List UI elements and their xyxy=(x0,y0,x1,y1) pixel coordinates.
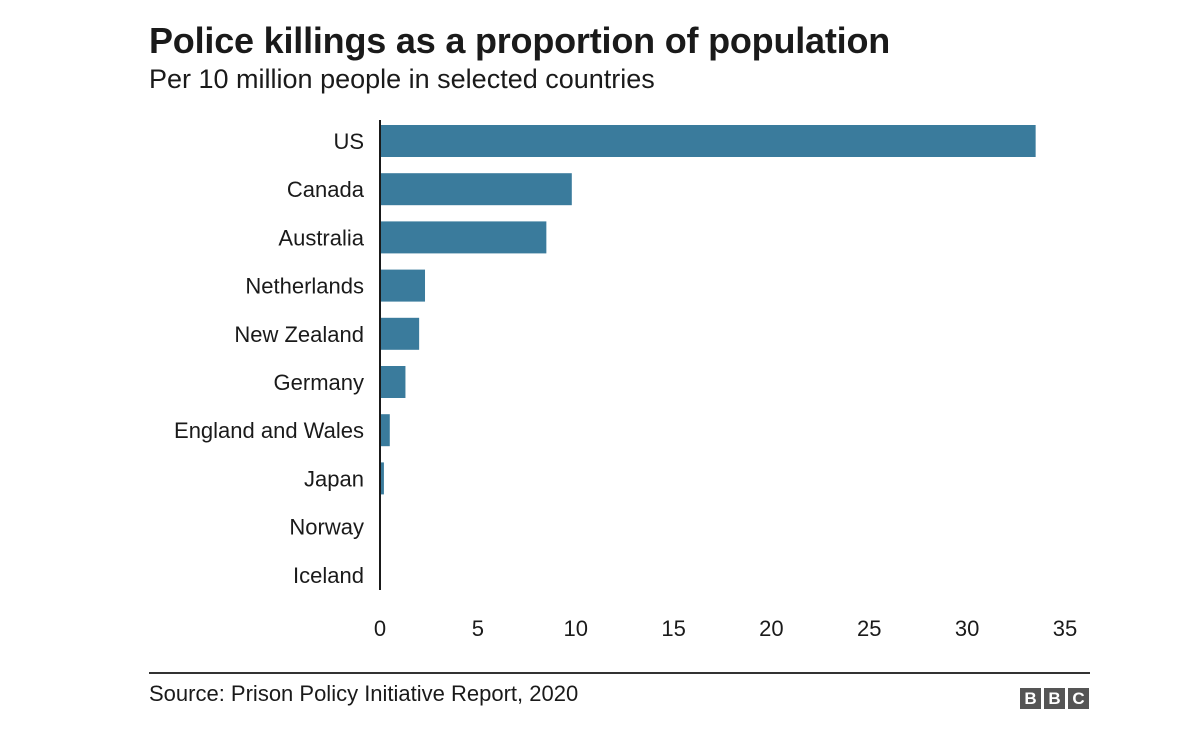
x-tick-label: 10 xyxy=(563,616,587,641)
category-label: Australia xyxy=(278,225,364,250)
x-tick-label: 30 xyxy=(955,616,979,641)
x-tick-label: 15 xyxy=(661,616,685,641)
category-label: Canada xyxy=(287,177,365,202)
category-label: Japan xyxy=(304,466,364,491)
category-label: England and Wales xyxy=(174,418,364,443)
bar xyxy=(380,173,572,206)
bar xyxy=(380,269,426,302)
x-tick-label: 35 xyxy=(1053,616,1077,641)
bar xyxy=(380,317,420,350)
category-label: Norway xyxy=(289,515,364,540)
bar xyxy=(380,414,390,447)
bbc-logo-letter: C xyxy=(1068,688,1089,709)
source-note: Source: Prison Policy Initiative Report,… xyxy=(149,681,579,706)
x-tick-label: 5 xyxy=(472,616,484,641)
chart-title: Police killings as a proportion of popul… xyxy=(149,20,891,61)
category-label: Netherlands xyxy=(245,274,364,299)
category-label: Iceland xyxy=(293,563,364,588)
bbc-logo: B B C xyxy=(1020,688,1089,709)
footer-divider xyxy=(149,672,1090,674)
bar xyxy=(380,125,1036,157)
category-label: New Zealand xyxy=(234,322,364,347)
bar xyxy=(380,366,406,398)
chart-subtitle: Per 10 million people in selected countr… xyxy=(149,64,655,94)
category-label: US xyxy=(333,129,364,154)
bbc-logo-letter: B xyxy=(1020,688,1041,709)
x-tick-label: 20 xyxy=(759,616,783,641)
bar-chart: US Canada Australia Netherlands New Zealand G… xyxy=(174,120,1077,641)
category-label: Germany xyxy=(274,370,364,395)
bbc-logo-letter: B xyxy=(1044,688,1065,709)
x-tick-label: 0 xyxy=(374,616,386,641)
bar xyxy=(380,462,384,495)
x-tick-label: 25 xyxy=(857,616,881,641)
bar xyxy=(380,221,547,254)
